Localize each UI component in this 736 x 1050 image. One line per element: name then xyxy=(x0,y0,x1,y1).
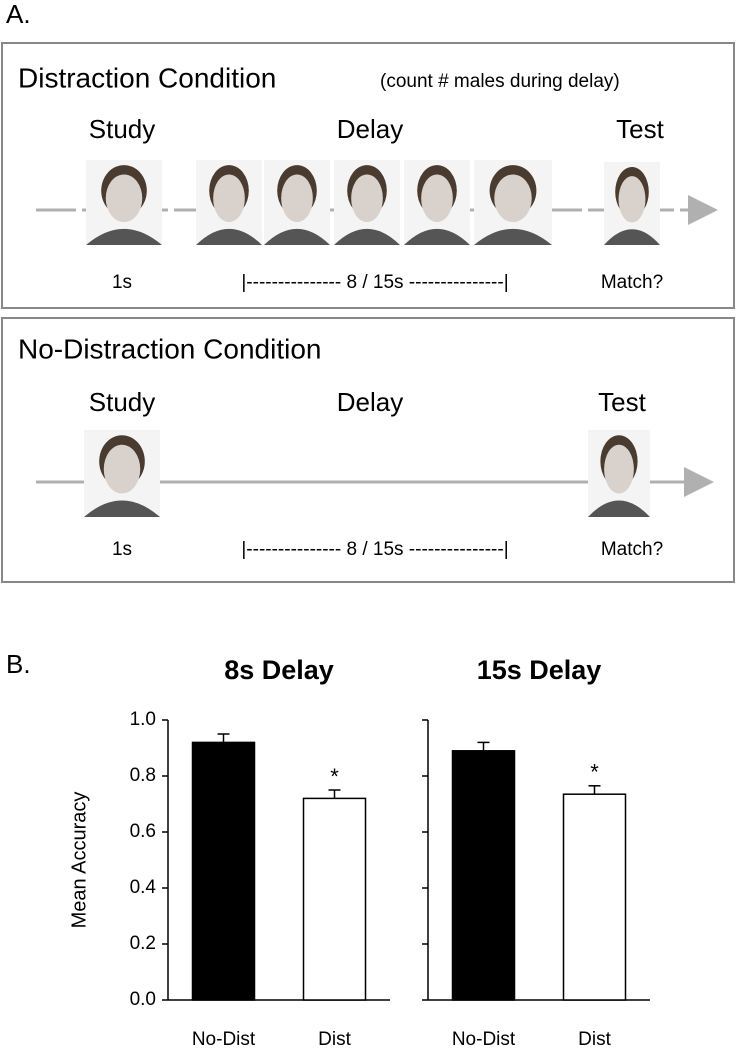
x-tick-label: Dist xyxy=(318,1029,351,1050)
charts: 8s Delay Mean Accuracy 0.0 0.2 0.4 0.6 0.8 1.0 N… xyxy=(68,655,650,1050)
chart-title: 15s Delay xyxy=(477,655,602,685)
y-tick-label: 0.2 xyxy=(130,933,156,954)
x-tick-label: No-Dist xyxy=(452,1029,516,1050)
condition-title: No-Distraction Condition xyxy=(18,333,321,364)
y-tick-label: 0.8 xyxy=(130,765,156,786)
panel-label: A. xyxy=(6,0,31,29)
shoulders xyxy=(604,229,660,245)
face-images xyxy=(86,160,660,245)
panel-label: B. xyxy=(6,649,31,679)
shoulders xyxy=(84,500,160,517)
shoulders xyxy=(334,228,400,245)
time-label: 1s xyxy=(112,539,132,560)
face xyxy=(281,174,313,223)
condition-title: Distraction Condition xyxy=(18,62,276,93)
face xyxy=(421,174,453,223)
phase-label: Test xyxy=(598,387,646,417)
x-tick-label: Dist xyxy=(578,1029,611,1050)
significance-mark: * xyxy=(330,764,339,789)
y-tick-label: 1.0 xyxy=(130,709,156,730)
shoulders xyxy=(474,228,552,245)
y-tick-label: 0.0 xyxy=(130,989,156,1010)
face xyxy=(103,444,141,494)
face xyxy=(213,174,245,223)
shoulders xyxy=(264,228,330,245)
condition-box xyxy=(1,317,735,583)
time-label: Match? xyxy=(601,539,663,560)
face xyxy=(105,174,143,223)
face xyxy=(604,444,634,494)
time-label: |--------------- 8 / 15s ---------------… xyxy=(241,272,508,293)
phase-label: Test xyxy=(616,114,664,144)
x-tick-label: No-Dist xyxy=(192,1029,256,1050)
phase-label: Delay xyxy=(337,387,403,417)
bar xyxy=(302,797,367,1001)
condition-box xyxy=(1,42,735,309)
bar xyxy=(562,793,627,1001)
y-tick-label: 0.6 xyxy=(130,821,156,842)
shoulders xyxy=(86,228,162,245)
phase-label: Delay xyxy=(337,114,403,144)
time-label: |--------------- 8 / 15s ---------------… xyxy=(241,539,508,560)
face xyxy=(351,174,383,223)
phase-label: Study xyxy=(89,114,156,144)
face-images xyxy=(84,430,650,517)
shoulders xyxy=(588,500,650,517)
condition-subtitle: (count # males during delay) xyxy=(380,71,620,92)
bar xyxy=(451,750,516,1001)
chart-title: 8s Delay xyxy=(224,655,334,685)
significance-mark: * xyxy=(590,760,599,785)
shoulders xyxy=(196,228,262,245)
face xyxy=(494,174,532,223)
phase-label: Study xyxy=(89,387,156,417)
face xyxy=(618,176,646,223)
time-label: Match? xyxy=(601,272,663,293)
time-label: 1s xyxy=(112,272,132,293)
y-axis-label: Mean Accuracy xyxy=(68,792,90,929)
bar xyxy=(191,741,256,1001)
y-tick-label: 0.4 xyxy=(130,877,157,898)
shoulders xyxy=(404,228,470,245)
